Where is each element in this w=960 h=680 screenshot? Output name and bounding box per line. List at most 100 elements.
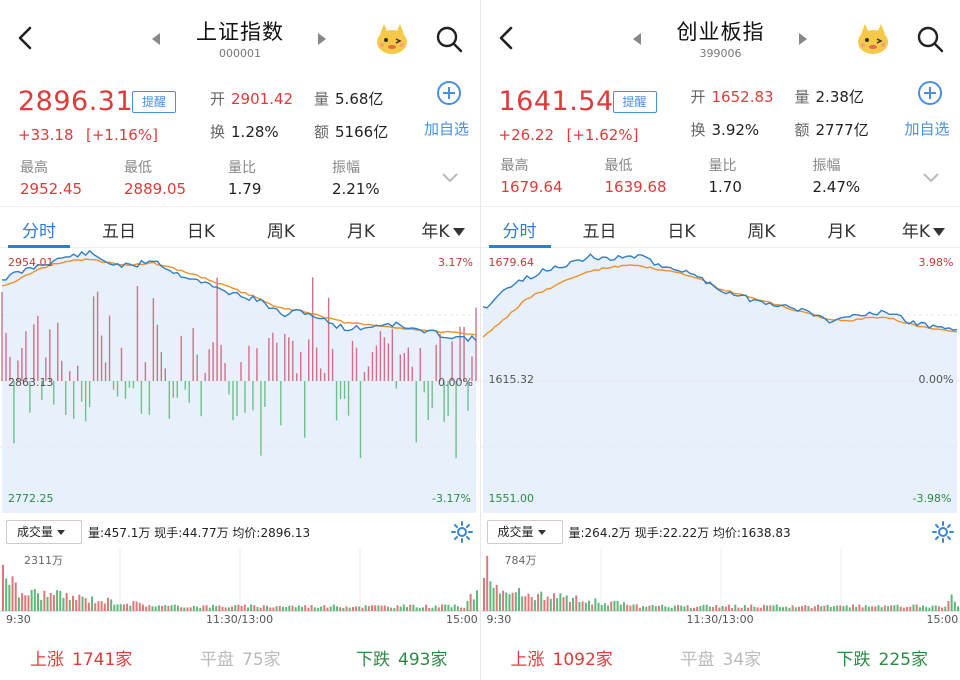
indicator-select[interactable]: 成交量 <box>486 520 563 544</box>
volume-down-bar <box>488 581 491 611</box>
back-arrow-icon[interactable] <box>495 24 519 52</box>
indicator-select[interactable]: 成交量 <box>6 520 82 544</box>
volume-max-label: 784万 <box>504 554 537 567</box>
search-icon[interactable] <box>434 24 464 54</box>
tab-weekly-k[interactable]: 周K <box>266 222 296 242</box>
volume-down-bar <box>342 607 345 611</box>
volume-up-bar <box>861 607 864 611</box>
select-caret-icon <box>57 530 66 535</box>
intraday-chart[interactable] <box>0 249 480 513</box>
volume-down-bar <box>682 606 685 611</box>
low-label: 最低 <box>124 160 152 176</box>
volume-up-bar <box>49 593 52 611</box>
volume-up-bar <box>686 605 689 611</box>
volume-down-bar <box>651 604 654 611</box>
tab-yearly-k[interactable]: 年K <box>889 217 959 242</box>
current-price: 1641.54 <box>498 86 614 117</box>
tab-5day[interactable]: 五日 <box>102 222 136 242</box>
volume-up-bar <box>527 593 530 611</box>
time-start: 9:30 <box>486 613 512 626</box>
low-value: 2889.05 <box>124 180 187 198</box>
volume-down-bar <box>654 606 657 611</box>
prev-arrow-icon[interactable] <box>631 32 643 46</box>
volume-down-bar <box>705 604 708 611</box>
add-watchlist-button[interactable]: 加自选 <box>904 120 950 138</box>
tab-intraday[interactable]: 分时 <box>502 222 537 242</box>
tab-weekly-k[interactable]: 周K <box>747 222 776 242</box>
volume-up-bar <box>883 605 886 611</box>
axis-mid-pct: 0.00% <box>918 373 954 386</box>
volume-up-bar <box>186 607 189 611</box>
search-icon[interactable] <box>915 24 945 54</box>
current-price: 2896.31 <box>18 86 134 117</box>
mascot-icon[interactable] <box>855 22 891 56</box>
volume-down-bar <box>558 593 561 611</box>
volume-up-bar <box>511 592 514 611</box>
volume-up-bar <box>485 555 488 611</box>
volume-down-bar <box>886 606 889 611</box>
volume-up-bar <box>2 564 4 611</box>
add-watchlist-button[interactable]: 加自选 <box>424 120 470 138</box>
volume-down-bar <box>208 607 211 611</box>
volume-down-bar <box>603 603 606 611</box>
volume-up-bar <box>797 606 800 611</box>
volume-down-bar <box>402 604 405 611</box>
tab-daily-k[interactable]: 日K <box>186 222 216 242</box>
prev-arrow-icon[interactable] <box>150 32 162 46</box>
advancers: 上涨 1741家 <box>30 650 133 670</box>
volume-chart <box>480 548 960 612</box>
volume-up-bar <box>937 606 940 611</box>
volume-up-bar <box>822 605 825 611</box>
gear-icon[interactable] <box>450 520 474 544</box>
volume-up-bar <box>469 593 472 611</box>
volume-down-bar <box>192 605 195 611</box>
remind-button[interactable]: 提醒 <box>132 91 176 113</box>
volume-up-bar <box>851 604 854 611</box>
back-arrow-icon[interactable] <box>14 24 38 52</box>
volume-down-bar <box>794 607 797 611</box>
add-circle-icon[interactable] <box>436 80 462 106</box>
volume-up-bar <box>272 607 275 611</box>
volume-up-bar <box>145 606 148 611</box>
tab-monthly-k[interactable]: 月K <box>346 222 376 242</box>
next-arrow-icon[interactable] <box>316 32 328 46</box>
expand-chevron-icon[interactable] <box>921 170 941 184</box>
volume-up-bar <box>692 607 695 611</box>
volume-up-bar <box>676 605 679 611</box>
expand-chevron-icon[interactable] <box>440 170 460 184</box>
volume-up-bar <box>441 604 444 611</box>
price-change-pct: [+1.62%] <box>566 126 639 144</box>
volume-up-bar <box>581 601 584 611</box>
volume-down-bar <box>320 606 323 611</box>
tab-daily-k[interactable]: 日K <box>667 222 696 242</box>
period-tabs: 分时 五日 日K 周K 月K 年K <box>0 206 480 248</box>
remind-button[interactable]: 提醒 <box>612 91 657 113</box>
volume-down-bar <box>911 604 914 611</box>
volume-up-bar <box>800 606 803 611</box>
volume-down-bar <box>406 607 409 611</box>
volume-up-bar <box>180 607 183 611</box>
volume-down-bar <box>784 606 787 611</box>
add-circle-icon[interactable] <box>917 80 943 106</box>
volume-up-bar <box>759 607 762 611</box>
avg-price-line <box>1 258 477 336</box>
header: 创业板指 399006 <box>481 0 960 72</box>
volume-up-bar <box>304 605 307 611</box>
intraday-chart[interactable] <box>480 249 960 513</box>
volume-down-bar <box>721 606 724 611</box>
volume-down-bar <box>227 607 230 611</box>
axis-mid-pct: 0.00% <box>438 376 473 389</box>
volume-up-bar <box>530 597 533 611</box>
tab-monthly-k[interactable]: 月K <box>827 222 856 242</box>
tab-intraday[interactable]: 分时 <box>22 222 56 242</box>
next-arrow-icon[interactable] <box>797 32 809 46</box>
mascot-icon[interactable] <box>374 22 410 56</box>
volume-down-bar <box>771 605 774 611</box>
volume-down-bar <box>170 605 173 611</box>
volume-down-bar <box>215 605 218 611</box>
tab-5day[interactable]: 五日 <box>582 222 617 242</box>
volume-down-bar <box>119 604 122 611</box>
tab-yearly-k[interactable]: 年K <box>408 217 478 242</box>
gear-icon[interactable] <box>931 520 955 544</box>
volume-down-bar <box>953 601 956 611</box>
